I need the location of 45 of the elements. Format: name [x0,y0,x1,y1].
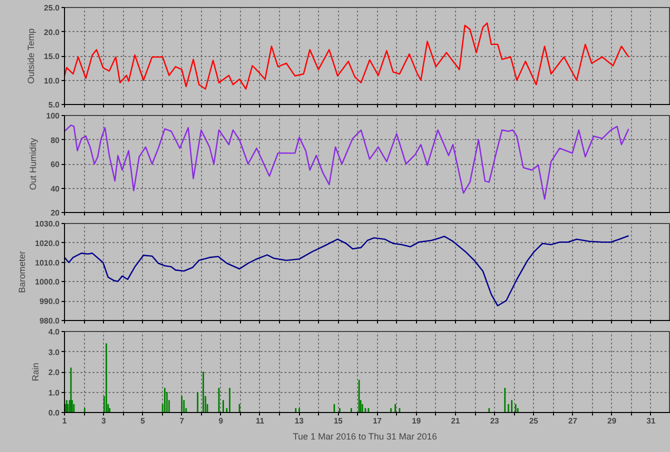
line-series [64,235,630,306]
y-tick-label: 3.0 [48,348,60,357]
y-axis-title: Out Humidity [28,137,38,190]
y-tick-label: 80 [50,136,60,145]
y-axis-title: Outside Temp [26,28,36,84]
y-tick-label: 990.0 [39,297,60,306]
x-tick-label: 19 [412,416,422,426]
x-axis-title: Tue 1 Mar 2016 to Thu 31 Mar 2016 [292,432,437,442]
y-tick-label: 25.0 [44,4,60,12]
x-tick-label: 13 [294,416,304,426]
y-tick-label: 100 [46,112,60,120]
x-tick-label: 27 [568,416,578,426]
x-tick-label: 3 [101,416,106,426]
y-tick-label: 1020.0 [35,238,60,248]
y-tick-label: 980.0 [39,316,60,326]
x-tick-label: 11 [256,416,265,426]
y-tick-label: 1.0 [48,388,60,398]
y-tick-label: 2.0 [48,368,60,377]
line-series [64,124,630,200]
x-tick-label: 25 [529,416,539,426]
x-tick-label: 31 [646,416,656,426]
x-tick-label: 15 [334,416,344,426]
x-tick-label: 1 [62,416,68,426]
x-tick-label: 5 [140,416,146,426]
y-axis-title: Barometer [17,250,28,294]
y-tick-label: 4.0 [48,328,60,336]
y-tick-label: 15.0 [44,52,60,61]
y-tick-label: 0.0 [48,408,60,418]
x-tick-label: 29 [607,416,617,426]
y-tick-label: 40 [50,184,60,194]
y-tick-label: 60 [50,160,60,169]
y-tick-label: 10.0 [44,76,60,86]
x-tick-label: 21 [451,416,460,426]
y-tick-label: 5.0 [48,100,60,110]
y-tick-label: 1000.0 [35,278,60,287]
line-series [64,22,630,90]
x-tick-label: 9 [218,416,224,426]
y-axis-title: Rain [30,362,40,382]
x-tick-label: 23 [490,416,500,426]
y-tick-label: 20.0 [44,28,60,37]
y-tick-label: 1010.0 [35,258,60,268]
x-tick-label: 7 [180,416,185,426]
x-tick-label: 17 [372,416,382,426]
y-tick-label: 20 [50,208,60,218]
y-tick-label: 1030.0 [35,220,60,228]
